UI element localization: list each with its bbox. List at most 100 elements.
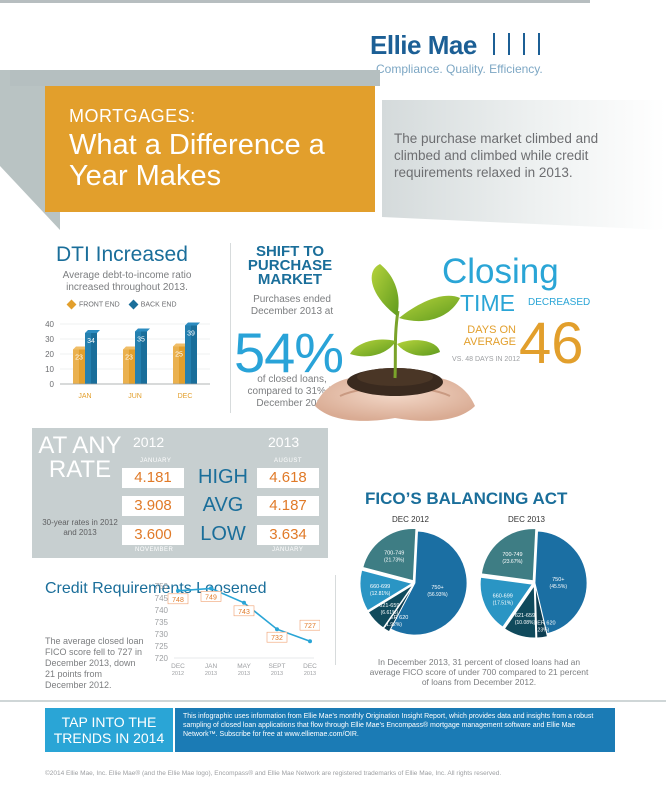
top-rule	[0, 0, 590, 3]
credit-subtitle: The average closed loan FICO score fell …	[45, 636, 145, 691]
y-tick-label: 750	[155, 582, 169, 591]
rate-value: 4.618	[257, 468, 319, 488]
bar-top	[85, 330, 100, 333]
rate-label-high: HIGH	[191, 466, 255, 489]
value-label: 732	[271, 635, 283, 642]
x-tick-label: MAY	[237, 663, 251, 670]
info-text: This infographic uses information from E…	[175, 708, 615, 752]
rate-value: 3.634	[257, 525, 319, 545]
tap-into-trends-banner: TAP INTO THE TRENDS IN 2014	[45, 708, 173, 752]
closing-days-value: 46	[519, 310, 584, 377]
data-point	[209, 586, 213, 590]
rate-label-avg: AVG	[191, 494, 255, 517]
pie-slice-percent: (56.93%)	[427, 592, 448, 598]
x-tick-label: 2012	[172, 671, 184, 675]
fico-pie-2012-title: DEC 2012	[392, 515, 429, 524]
bar-value-label: 23	[75, 355, 83, 362]
data-point	[308, 639, 312, 643]
pie-slice-label: 750+	[431, 585, 443, 591]
dti-legend: FRONT END BACK END	[68, 301, 177, 308]
data-point	[176, 589, 180, 593]
tagline: Compliance. Quality. Efficiency.	[376, 62, 543, 76]
pie-slice-percent: (6.61%)	[381, 610, 399, 616]
header-title: What a Difference a Year Makes	[69, 130, 369, 192]
y-tick-label: 720	[155, 654, 169, 663]
y-tick-label: 725	[155, 642, 169, 651]
tap-into-trends-text: TAP INTO THE TRENDS IN 2014	[45, 714, 173, 746]
rates-month-label: NOVEMBER	[135, 547, 173, 553]
days-on-average: DAYS ON AVERAGE	[458, 324, 516, 348]
pie-slice-label: 700-749	[384, 551, 404, 557]
fico-pie-2012: 750+(56.93%) UNDER 620(1.92%) 621-659(6.61…	[350, 525, 480, 645]
header-intro: The purchase market climbed and climbed …	[394, 130, 604, 181]
diamond-icon	[128, 300, 138, 310]
y-tick-label: 20	[45, 350, 54, 359]
legal-text: ©2014 Ellie Mae, Inc. Ellie Mae® (and th…	[45, 770, 605, 777]
rates-year-2013: 2013	[268, 434, 299, 450]
bar-value-label: 35	[137, 337, 145, 344]
x-tick-label: DEC	[178, 393, 193, 400]
y-tick-label: 40	[45, 320, 54, 329]
diamond-icon	[67, 300, 77, 310]
fico-pie-2013-title: DEC 2013	[508, 515, 545, 524]
value-label: 749	[205, 594, 217, 601]
x-tick-label: SEPT	[269, 663, 286, 670]
x-tick-label: JAN	[78, 393, 91, 400]
fico-title: FICO’S BALANCING ACT	[365, 489, 567, 509]
rates-month-label: JANUARY	[140, 458, 171, 464]
header-title-box: MORTGAGES: What a Difference a Year Make…	[45, 86, 375, 212]
dti-title: DTI Increased	[56, 243, 188, 267]
bar-value-label: 23	[125, 355, 133, 362]
rates-heading: AT ANY RATE	[32, 434, 128, 482]
logo-bars	[493, 33, 540, 55]
divider	[230, 243, 231, 413]
rate-label-low: LOW	[191, 523, 255, 546]
pie-slice-label: 750+	[552, 577, 564, 583]
closing-comparison: VS. 48 DAYS IN 2012	[450, 356, 520, 364]
ellie-mae-logo: Ellie Mae	[370, 30, 477, 61]
rates-month-label: AUGUST	[274, 458, 302, 464]
y-tick-label: 740	[155, 606, 169, 615]
rate-value: 3.600	[122, 525, 184, 545]
data-point	[275, 627, 279, 631]
pie-slice-label: 621-659	[379, 603, 399, 609]
legend-back-end: BACK END	[130, 301, 177, 308]
divider	[335, 575, 336, 665]
x-tick-label: JAN	[205, 663, 218, 670]
bar-value-label: 34	[87, 338, 95, 345]
pie-slice-label: 621-659	[515, 613, 535, 619]
y-tick-label: 730	[155, 630, 169, 639]
y-tick-label: 10	[45, 365, 54, 374]
closing-time-label: TIME	[460, 290, 515, 317]
footer-rule	[0, 700, 666, 702]
pie-slice-label: 660-699	[370, 584, 390, 590]
rate-value: 4.181	[122, 468, 184, 488]
x-tick-label: 2013	[271, 671, 283, 675]
closing-decreased: DECREASED	[528, 297, 590, 308]
data-point	[242, 601, 246, 605]
x-tick-label: DEC	[171, 663, 185, 670]
fico-pie-2013: 750+(45.5%) UNDER 620(3.23%) 621-659(10.08…	[470, 525, 600, 645]
pie-slice-label: 700-749	[502, 552, 522, 558]
y-tick-label: 735	[155, 618, 169, 627]
pie-slice-percent: (10.08%)	[515, 620, 536, 626]
dti-subtitle: Average debt-to-income ratio increased t…	[44, 270, 210, 294]
bar-value-label: 39	[187, 331, 195, 338]
x-tick-label: 2013	[205, 671, 217, 675]
bar-top	[185, 323, 200, 326]
rates-year-2012: 2012	[133, 434, 164, 450]
rates-month-label: JANUARY	[272, 547, 303, 553]
value-label: 748	[172, 597, 184, 604]
bar-value-label: 25	[175, 352, 183, 359]
pie-slice-percent: (45.5%)	[550, 584, 568, 590]
y-tick-label: 30	[45, 335, 54, 344]
pie-slice-percent: (12.81%)	[370, 591, 391, 597]
x-tick-label: 2013	[304, 671, 316, 675]
value-label: 743	[238, 609, 250, 616]
rate-value: 4.187	[257, 496, 319, 516]
rates-subtitle: 30-year rates in 2012 and 2013	[38, 518, 122, 538]
x-tick-label: 2013	[238, 671, 250, 675]
pie-slice-percent: (17.51%)	[493, 600, 514, 606]
header-kicker: MORTGAGES:	[69, 106, 196, 127]
